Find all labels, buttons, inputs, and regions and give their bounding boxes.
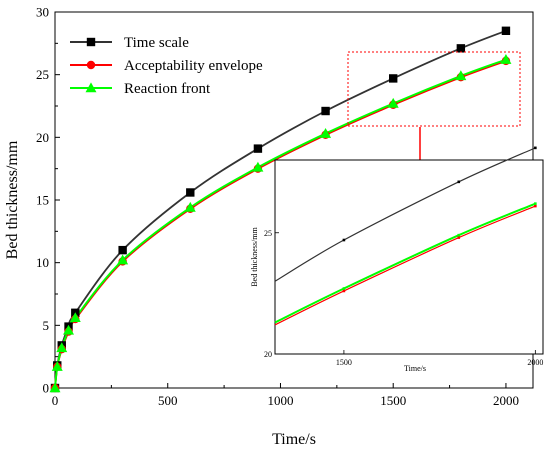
inset-y-tick-label: 20 — [264, 350, 272, 359]
data-point-reaction-front — [69, 312, 81, 323]
legend-label-time-scale: Time scale — [124, 35, 189, 51]
inset-data-point-time-scale — [457, 180, 461, 184]
data-point-reaction-front — [51, 361, 63, 371]
data-point-reaction-front — [184, 201, 196, 212]
inset-y-axis-label: Bed thickness/mm — [250, 227, 259, 287]
data-point-reaction-front — [63, 324, 75, 335]
inset-x-axis-label: Time/s — [404, 364, 426, 373]
data-point-time-scale — [118, 245, 127, 255]
data-point-time-scale — [389, 74, 398, 83]
data-point-reaction-front — [252, 161, 264, 172]
x-tick-label: 1500 — [380, 393, 406, 408]
data-point-reaction-front — [500, 54, 512, 64]
inset-data-point-acceptability-envelope — [534, 204, 537, 208]
inset-series-line-time-scale — [274, 147, 536, 282]
main-series-layer — [49, 26, 512, 393]
inset-series-line-acceptability-envelope — [274, 205, 536, 326]
inset-series-line-reaction-front — [274, 202, 536, 324]
y-tick-label: 25 — [36, 67, 49, 82]
data-point-time-scale — [501, 26, 511, 35]
data-point-time-scale — [321, 106, 330, 116]
inset-data-point-reaction-front — [457, 233, 461, 237]
data-point-reaction-front — [320, 127, 332, 138]
inset-series-layer — [274, 146, 537, 326]
x-tick-label: 0 — [52, 393, 59, 408]
data-point-reaction-front — [49, 382, 61, 393]
inset-y-tick-label: 25 — [264, 229, 272, 238]
y-tick-label: 10 — [36, 255, 49, 270]
legend-marker-acceptability-envelope — [86, 60, 96, 70]
x-tick-label: 2000 — [493, 393, 519, 408]
inset-axis-ticks: 1500 2000 20 25 — [264, 229, 543, 367]
inset-x-tick-label: 1500 — [336, 358, 352, 367]
legend: Time scale Acceptability envelope Reaction… — [70, 35, 263, 97]
data-point-reaction-front — [387, 97, 399, 108]
data-point-time-scale — [186, 188, 195, 197]
inset-x-tick-label: 2000 — [527, 358, 543, 367]
x-axis-label: Time/s — [272, 431, 316, 448]
legend-marker-time-scale — [86, 37, 96, 47]
inset-data-point-reaction-front — [534, 202, 537, 205]
x-tick-label: 500 — [158, 393, 178, 408]
y-axis-label: Bed thickness/mm — [4, 140, 21, 259]
inset-data-point-time-scale — [534, 146, 537, 150]
data-point-time-scale — [253, 144, 263, 153]
zoom-region-box — [347, 51, 521, 127]
data-point-time-scale — [456, 44, 466, 53]
legend-label-reaction-front: Reaction front — [124, 81, 211, 97]
y-tick-label: 5 — [43, 318, 50, 333]
y-tick-label: 15 — [36, 193, 49, 208]
y-tick-label: 30 — [36, 5, 49, 20]
data-point-reaction-front — [56, 342, 68, 353]
y-tick-label: 0 — [43, 381, 50, 396]
data-point-reaction-front — [455, 70, 467, 81]
legend-marker-reaction-front — [85, 82, 97, 93]
y-tick-label: 20 — [36, 130, 49, 145]
inset-data-point-reaction-front — [342, 287, 346, 290]
x-tick-label: 1000 — [267, 393, 293, 408]
main-axis-ticks: 0 500 1000 1500 2000 0 5 10 15 20 25 30 — [36, 5, 519, 409]
inset-data-point-time-scale — [342, 238, 346, 242]
legend-label-acceptability-envelope: Acceptability envelope — [124, 58, 263, 74]
inset-data-point-acceptability-envelope — [342, 289, 346, 293]
inset-data-point-acceptability-envelope — [457, 236, 461, 239]
data-point-reaction-front — [117, 254, 129, 265]
